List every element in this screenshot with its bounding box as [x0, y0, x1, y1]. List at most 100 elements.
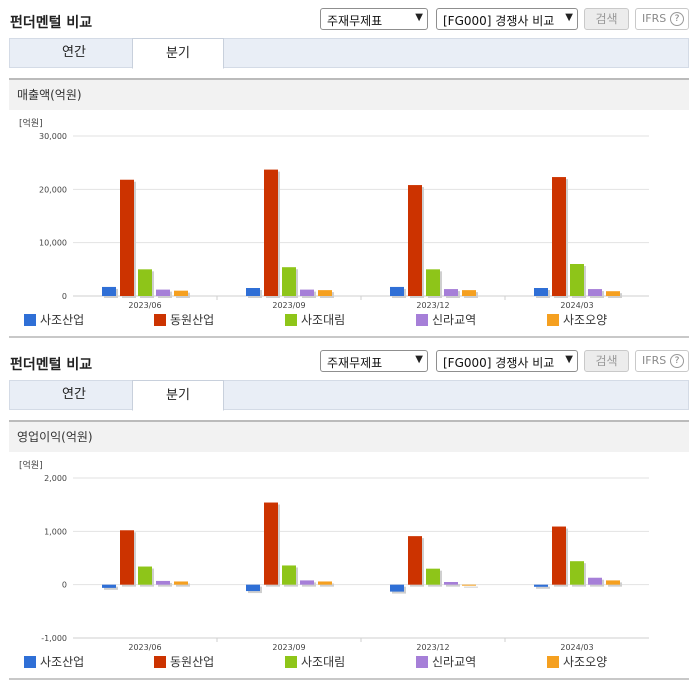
bar[interactable] — [282, 565, 296, 585]
bar[interactable] — [156, 580, 170, 585]
bar[interactable] — [102, 584, 116, 588]
y-tick-label: 30,000 — [39, 132, 67, 141]
bar[interactable] — [462, 584, 476, 586]
bar[interactable] — [408, 536, 422, 585]
tab-quarterly[interactable]: 분기 — [132, 38, 224, 69]
bar[interactable] — [408, 185, 422, 296]
x-tick-label: 2023/12 — [416, 643, 449, 652]
legend-item[interactable]: 사조산업 — [24, 654, 84, 670]
y-tick-label: 2,000 — [44, 474, 67, 483]
bar[interactable] — [120, 179, 134, 296]
bar[interactable] — [120, 530, 134, 585]
panel-title: 펀더멘털 비교 — [10, 15, 93, 31]
bar[interactable] — [246, 288, 260, 296]
bar[interactable] — [282, 267, 296, 296]
legend-label: 사조대림 — [301, 313, 346, 327]
ifrs-label: IFRS — [642, 12, 667, 25]
tab-annual[interactable]: 연간 — [62, 45, 86, 60]
statement-select[interactable]: 주재무제표 ▼ — [320, 350, 428, 372]
legend-label: 사조오양 — [563, 655, 608, 669]
legend-label: 사조오양 — [563, 313, 608, 327]
bar-shadow — [104, 586, 118, 590]
legend-item[interactable]: 사조오양 — [547, 312, 607, 328]
x-tick-label: 2024/03 — [560, 643, 593, 652]
legend-swatch — [285, 656, 297, 668]
x-tick-label: 2023/12 — [416, 301, 449, 310]
bar[interactable] — [570, 561, 584, 585]
help-icon[interactable]: ? — [670, 12, 684, 26]
legend-label: 사조대림 — [301, 655, 346, 669]
bar[interactable] — [318, 581, 332, 585]
legend-swatch — [24, 314, 36, 326]
legend-item[interactable]: 사조산업 — [24, 312, 84, 328]
x-tick-label: 2024/03 — [560, 301, 593, 310]
bar[interactable] — [462, 290, 476, 296]
legend-swatch — [154, 656, 166, 668]
bar[interactable] — [300, 580, 314, 585]
statement-select[interactable]: 주재무제표 ▼ — [320, 8, 428, 30]
legend-label: 동원산업 — [170, 655, 215, 669]
operating-profit-chart-svg: [억원] -1,000 0 1,000 2,000 2023/06 2023/09 2023/… — [19, 459, 649, 652]
bar[interactable] — [156, 289, 170, 296]
bar[interactable] — [606, 580, 620, 585]
operating-profit-chart: [억원] -1,000 0 1,000 2,000 2023/06 2023/09 2023/… — [9, 454, 689, 654]
bar[interactable] — [102, 286, 116, 296]
bar[interactable] — [174, 290, 188, 296]
legend-swatch — [547, 314, 559, 326]
search-button[interactable]: 검색 — [584, 8, 629, 30]
panel-operating-profit: 펀더멘털 비교 주재무제표 ▼ [FG000] 경쟁사 비교 ▼ 검색 IFRS… — [0, 342, 696, 684]
bar[interactable] — [570, 264, 584, 296]
bar[interactable] — [390, 286, 404, 296]
legend-item[interactable]: 사조오양 — [547, 654, 607, 670]
peer-group-select-value: [FG000] 경쟁사 비교 — [443, 14, 555, 28]
peer-group-select[interactable]: [FG000] 경쟁사 비교 ▼ — [436, 8, 578, 30]
ifrs-button[interactable]: IFRS ? — [635, 350, 689, 372]
revenue-chart-svg: [억원] 0 10,000 20,000 30,000 2023/06 2023/09 202… — [19, 117, 649, 310]
bar[interactable] — [264, 502, 278, 585]
bar[interactable] — [552, 526, 566, 585]
legend-label: 신라교역 — [432, 313, 477, 327]
legend-item[interactable]: 신라교역 — [416, 654, 476, 670]
bar[interactable] — [426, 568, 440, 585]
legend-item[interactable]: 동원산업 — [154, 654, 214, 670]
panel-title: 펀더멘털 비교 — [10, 357, 93, 373]
bar[interactable] — [534, 584, 548, 587]
tab-quarterly[interactable]: 분기 — [132, 380, 224, 411]
period-tabs: 연간 분기 — [9, 380, 689, 411]
search-button[interactable]: 검색 — [584, 350, 629, 372]
ifrs-button[interactable]: IFRS ? — [635, 8, 689, 30]
bar[interactable] — [588, 577, 602, 585]
bar[interactable] — [318, 290, 332, 296]
legend-item[interactable]: 신라교역 — [416, 312, 476, 328]
bar[interactable] — [588, 289, 602, 296]
bar[interactable] — [174, 581, 188, 585]
y-unit-label: [억원] — [19, 459, 43, 471]
bar[interactable] — [552, 177, 566, 296]
help-icon[interactable]: ? — [670, 354, 684, 368]
bar[interactable] — [534, 288, 548, 296]
bar[interactable] — [606, 291, 620, 296]
bar[interactable] — [390, 584, 404, 592]
legend-item[interactable]: 사조대림 — [285, 654, 345, 670]
period-tabs: 연간 분기 — [9, 38, 689, 69]
legend-swatch — [24, 656, 36, 668]
bar[interactable] — [444, 289, 458, 296]
peer-group-select[interactable]: [FG000] 경쟁사 비교 ▼ — [436, 350, 578, 372]
bar[interactable] — [138, 269, 152, 296]
bar[interactable] — [444, 582, 458, 585]
bar[interactable] — [300, 289, 314, 296]
bar[interactable] — [246, 584, 260, 592]
bar[interactable] — [264, 169, 278, 296]
tab-annual[interactable]: 연간 — [62, 387, 86, 402]
y-tick-label: 1,000 — [44, 527, 67, 536]
bar-shadow — [464, 586, 478, 588]
legend-item[interactable]: 동원산업 — [154, 312, 214, 328]
chart-legend: 사조산업 동원산업 사조대림 신라교역 사조오양 — [24, 654, 684, 672]
legend-item[interactable]: 사조대림 — [285, 312, 345, 328]
panel-divider — [9, 678, 689, 680]
y-unit-label: [억원] — [19, 117, 43, 129]
bar[interactable] — [426, 269, 440, 296]
bar-shadow — [176, 583, 190, 587]
bar[interactable] — [138, 566, 152, 585]
bar-shadow — [536, 586, 550, 589]
